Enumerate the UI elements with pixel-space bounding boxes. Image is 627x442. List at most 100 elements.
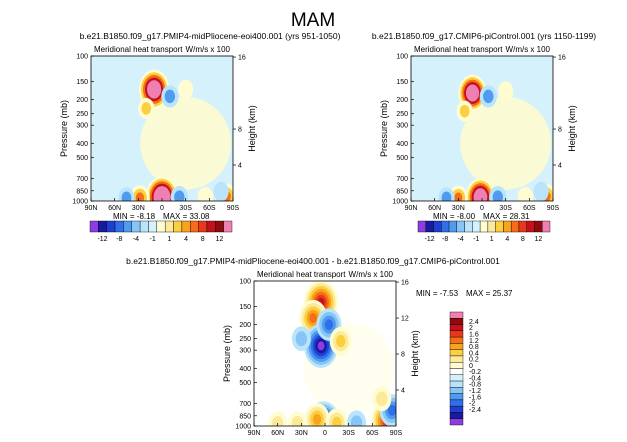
- panel1-colorbar-label-7: 12: [216, 236, 224, 243]
- panel3-min-label: MIN =: [416, 289, 440, 298]
- panel2-feature-6-level-1: [492, 190, 503, 201]
- panel3-colorbar-box-3: [449, 330, 464, 338]
- panel2-colorbar-box-3: [441, 220, 450, 233]
- panel1-subtitle: Meridional heat transport: [94, 45, 183, 54]
- panel2-ylabel: Pressure (mb): [379, 100, 389, 157]
- panel2-feature-10: [533, 181, 549, 201]
- panel3-ytick-label-6: 500: [239, 380, 251, 387]
- panel3-colorbar-label-7: 0: [469, 363, 473, 370]
- panel2-colorbar-box-2: [433, 220, 442, 233]
- panel2-ytick-label-1: 150: [396, 79, 408, 86]
- panel2-feature-0-level-6: [469, 89, 476, 97]
- panel3-colorbar-box-4: [449, 336, 464, 344]
- panel2-xtick-label-1: 60N: [428, 205, 441, 212]
- panel2-ytick-label-7: 700: [396, 176, 408, 183]
- panel1-colorbar-box-13: [198, 220, 208, 233]
- panel1-min-value: -8.18: [137, 212, 156, 221]
- panel1-panel: b.e21.B1850.f09_g17.PMIP4-midPliocene-eo…: [59, 31, 341, 243]
- panel2-colorbar-box-1: [425, 220, 434, 233]
- panel3-y2tick-label-1: 12: [401, 316, 409, 323]
- panel3-xtick-label-3: 0: [323, 430, 327, 437]
- panel1-xtick-label-3: 0: [160, 205, 164, 212]
- panel1-colorbar-box-8: [156, 220, 166, 233]
- panel3-feature-2-level-6: [317, 341, 325, 351]
- panel2-xtick-label-3: 0: [480, 205, 484, 212]
- panel3-xtick-label-4: 30S: [342, 430, 355, 437]
- panel1-colorbar-label-0: -12: [97, 236, 107, 243]
- panel1-colorbar: -12 -8 -4 -1 1 4 8 12: [89, 220, 233, 243]
- panel2-colorbar-box-5: [456, 220, 465, 233]
- panel3-y2tick-label-0: 16: [401, 280, 409, 287]
- panel3-feature-13-level-1: [376, 391, 388, 407]
- panel3-min-value: -7.53: [440, 289, 459, 298]
- panel2-colorbar-label-2: -4: [458, 236, 464, 243]
- panel3-panel: b.e21.B1850.f09_g17.PMIP4-midPliocene-eo…: [126, 256, 513, 437]
- panel1-colorbar-label-2: -4: [133, 236, 139, 243]
- panel3-units: W/m/s x 100: [349, 270, 394, 279]
- panel2-xtick-label-4: 30S: [499, 205, 512, 212]
- panel3-feature-5: [291, 326, 311, 352]
- panel1-ytick-label-9: 1000: [72, 199, 88, 206]
- panel3-colorbar-box-17: [449, 418, 464, 426]
- panel2-feature-6: [489, 185, 507, 201]
- panel2-colorbar-label-0: -12: [425, 236, 435, 243]
- panel1-xtick-label-0: 90N: [85, 205, 98, 212]
- panel2-feature-4: [465, 178, 496, 201]
- panel2-feature-1: [479, 85, 497, 108]
- panel2-max-value: 28.31: [509, 212, 530, 221]
- panel3-feature-9-level-1: [291, 416, 304, 426]
- panel2-colorbar-box-13: [518, 220, 527, 233]
- panel2-y2tick-label-0: 16: [558, 55, 566, 62]
- panel3-minmax: MIN = -7.53 MAX = 25.37: [416, 289, 513, 298]
- panel3-xtick-label-6: 90S: [390, 430, 403, 437]
- panel3-colorbar-label-10: -0.8: [469, 382, 481, 389]
- panel2-colorbar-label-5: 4: [505, 236, 509, 243]
- panel1-feature-10: [213, 181, 229, 201]
- panel3-colorbar-box-0: [449, 311, 464, 319]
- panel2-ytick-label-2: 200: [396, 97, 408, 104]
- panel1-colorbar-box-11: [181, 220, 191, 233]
- panel3-ylabel: Pressure (mb): [222, 325, 232, 382]
- panel2-colorbar-box-8: [479, 220, 489, 233]
- panel1-colorbar-label-4: 1: [167, 236, 171, 243]
- panel2-feature-0: [458, 74, 487, 112]
- panel3-colorbar-label-2: 1.6: [469, 331, 479, 338]
- panel2-colorbar-box-16: [542, 220, 551, 233]
- panel1-feature-1-level-1: [164, 89, 176, 104]
- panel1-ytick-label-0: 100: [76, 54, 88, 61]
- panel3-colorbar-label-0: 2.4: [469, 319, 479, 326]
- panel2-colorbar: -12 -8 -4 -1 1 4 8 12: [417, 220, 551, 243]
- panel2-feature-5-level-2: [454, 192, 463, 201]
- panel2-ytick-label-0: 100: [396, 54, 408, 61]
- panel3-colorbar-box-1: [449, 318, 464, 325]
- panel3-colorbar-label-4: 0.8: [469, 344, 479, 351]
- panel2-feature-3-level-0: [498, 81, 514, 102]
- panel2-colorbar-label-6: 8: [521, 236, 525, 243]
- panel1-colorbar-box-0: [89, 220, 99, 233]
- panel1-colorbar-box-16: [223, 220, 233, 233]
- panel3-colorbar-label-1: 2: [469, 325, 473, 332]
- panel2-panel: b.e21.B1850.f09_g17.CMIP6-piControl.001 …: [372, 31, 596, 243]
- panel1-colorbar-box-7: [148, 220, 158, 233]
- panel3-colorbar-box-11: [449, 380, 464, 388]
- panel1-feature-7-level-1: [121, 191, 132, 201]
- panel2-colorbar-label-3: -1: [473, 236, 479, 243]
- panel1-feature-6-level-1: [174, 190, 185, 201]
- panel3-max-label: MAX =: [466, 289, 492, 298]
- panel1-colorbar-box-4: [123, 220, 132, 233]
- panel3-feature-13: [372, 386, 392, 412]
- panel1-xtick-label-6: 90S: [227, 205, 240, 212]
- panel1-minmax: MIN = -8.18 MAX = 33.08: [113, 212, 210, 221]
- panel1-ytick-label-1: 150: [76, 79, 88, 86]
- panel1-feature-2: [138, 97, 155, 119]
- panel2-min-label: MIN =: [433, 212, 457, 221]
- panel1-feature-8: [197, 186, 214, 201]
- panel3-colorbar-label-14: -2.4: [469, 407, 481, 414]
- panel2-colorbar-label-7: 12: [534, 236, 542, 243]
- panel3-ytick-label-9: 1000: [235, 424, 251, 431]
- panel1-max-label: MAX =: [163, 212, 189, 221]
- panel1-feature-8-level-0: [197, 186, 214, 201]
- panel1-feature-7: [118, 187, 135, 201]
- panel3-colorbar-box-8: [449, 362, 464, 369]
